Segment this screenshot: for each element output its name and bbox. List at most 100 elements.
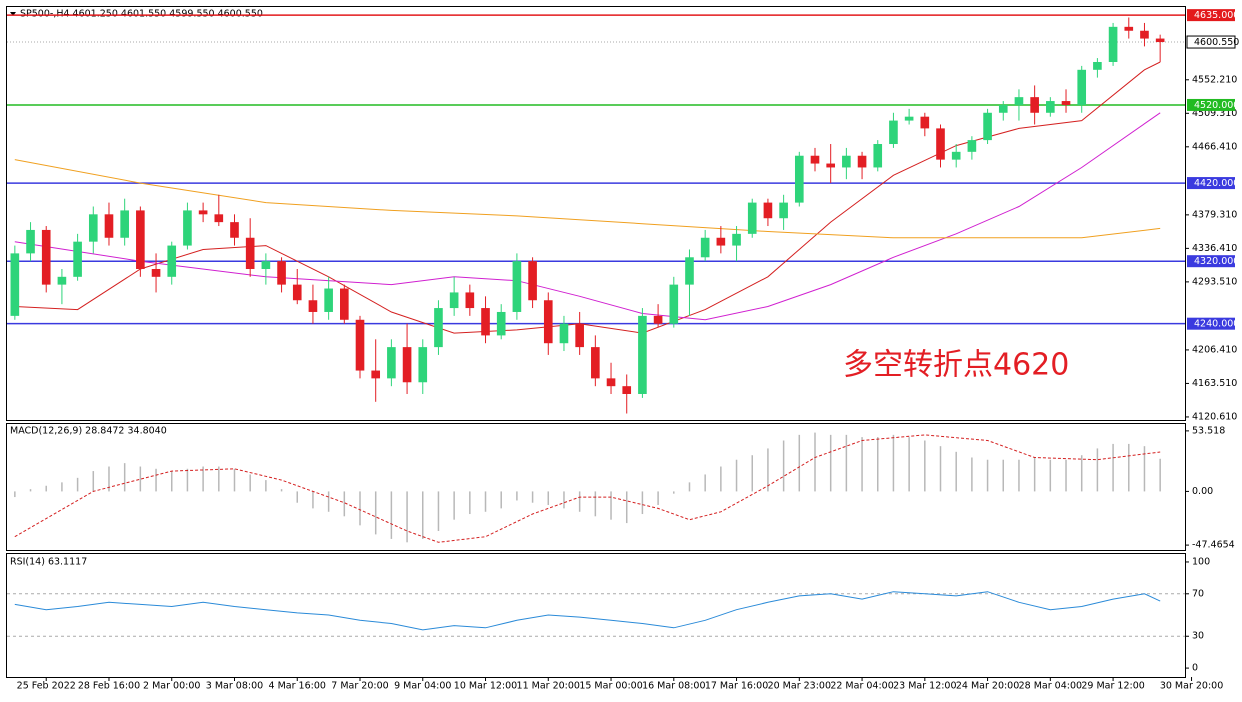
moving-average (14, 159, 1161, 239)
x-tick-label: 23 Mar 12:00 (893, 681, 956, 692)
candle-body (559, 323, 569, 344)
level-label: 4420.000 (1194, 178, 1239, 189)
level-tag (1187, 9, 1235, 22)
candle-body (528, 261, 537, 301)
candle-body (277, 261, 286, 285)
level-label: 4520.000 (1194, 100, 1239, 111)
candle-body (245, 237, 255, 270)
y-tick-label: 0.00 (1192, 486, 1213, 497)
candle-body (355, 319, 365, 371)
candle-body (747, 202, 757, 234)
y-tick-label: 4336.410 (1192, 243, 1237, 254)
candle-body (857, 155, 867, 168)
candle-body (779, 202, 788, 219)
candle-body (151, 269, 161, 277)
signal-line (14, 434, 1161, 543)
candle-body (1093, 61, 1102, 70)
candle-body (230, 222, 239, 238)
candle-body (1077, 69, 1087, 105)
y-tick-label: 4552.210 (1192, 74, 1237, 85)
candle-body (183, 210, 192, 246)
y-tick-label: 100 (1192, 556, 1210, 567)
candle-body (88, 214, 98, 242)
candle-body (496, 311, 506, 336)
chart-title: SP500-,H4 4601.250 4601.550 4599.550 460… (20, 9, 263, 20)
candle-body (826, 163, 835, 168)
candle-body (402, 347, 412, 383)
x-tick-label: 17 Mar 16:00 (705, 681, 768, 692)
y-tick-label: 4379.310 (1192, 209, 1237, 220)
current-tag (1186, 35, 1236, 49)
candle-body (951, 151, 961, 160)
y-tick-label: 30 (1192, 631, 1204, 642)
macd-title: MACD(12,26,9) 28.8472 34.8040 (10, 426, 167, 437)
y-tick-label: 70 (1192, 588, 1204, 599)
candle-body (198, 210, 208, 215)
candle-body (120, 210, 129, 238)
x-tick-label: 16 Mar 08:00 (642, 681, 705, 692)
candle-body (685, 257, 694, 285)
x-tick-label: 25 Feb 2022 (17, 681, 76, 692)
candle-body (794, 155, 804, 203)
candle-body (387, 347, 396, 379)
y-tick-label: 4466.410 (1192, 141, 1237, 152)
y-tick-label: 4120.610 (1192, 411, 1237, 422)
candle-body (1140, 30, 1149, 39)
x-tick-label: 4 Mar 16:00 (269, 681, 326, 692)
x-tick-label: 20 Mar 23:00 (768, 681, 831, 692)
rsi-title: RSI(14) 63.1117 (10, 557, 87, 568)
x-tick-label: 7 Mar 20:00 (331, 681, 388, 692)
candle-body (543, 300, 553, 344)
x-tick-label: 11 Mar 20:00 (517, 681, 580, 692)
x-tick-label: 2 Mar 00:00 (143, 681, 200, 692)
candle-body (967, 140, 977, 152)
rsi-line (14, 591, 1161, 631)
candle-body (1061, 101, 1071, 105)
candle-body (371, 370, 381, 379)
candle-body (26, 229, 35, 254)
candle-body (920, 116, 930, 129)
y-tick-label: 4293.510 (1192, 276, 1237, 287)
candle-body (41, 229, 51, 285)
candle-body (998, 104, 1008, 113)
candle-body (214, 214, 224, 223)
macd-panel (6, 423, 1186, 551)
x-tick-label: 30 Mar 20:00 (1160, 681, 1223, 692)
level-tag (1187, 317, 1235, 330)
x-tick-label: 24 Mar 20:00 (956, 681, 1019, 692)
moving-average (14, 61, 1161, 334)
x-tick-label: 22 Mar 04:00 (830, 681, 893, 692)
rsi-panel (6, 553, 1186, 678)
candle-body (449, 292, 459, 309)
candle-body (1124, 26, 1134, 31)
y-tick-label: 4509.310 (1192, 108, 1237, 119)
candle-body (340, 288, 349, 320)
x-tick-label: 15 Mar 00:00 (579, 681, 642, 692)
level-label: 4240.000 (1194, 319, 1239, 330)
candle-body (606, 378, 616, 387)
candle-body (57, 276, 67, 285)
candle-body (1046, 101, 1055, 113)
candle-body (324, 288, 333, 312)
candle-body (732, 233, 741, 246)
candle-body (434, 308, 443, 348)
candle-body (700, 237, 710, 258)
current-label: 4600.550 (1194, 37, 1239, 48)
candle-body (669, 284, 679, 324)
level-label: 4320.000 (1194, 256, 1239, 267)
candle-body (716, 237, 726, 246)
x-tick-label: 9 Mar 04:00 (394, 681, 451, 692)
candle-body (1030, 97, 1039, 113)
main-panel (6, 6, 1186, 421)
candle-body (465, 292, 475, 309)
level-tag (1187, 255, 1235, 268)
candle-body (1155, 38, 1165, 43)
candle-body (936, 128, 945, 160)
y-tick-label: 4163.510 (1192, 378, 1237, 389)
candle-body (136, 210, 145, 270)
candle-body (810, 155, 820, 164)
candle-body (481, 308, 490, 336)
candle-body (1108, 26, 1118, 62)
level-label: 4635.000 (1194, 10, 1239, 21)
